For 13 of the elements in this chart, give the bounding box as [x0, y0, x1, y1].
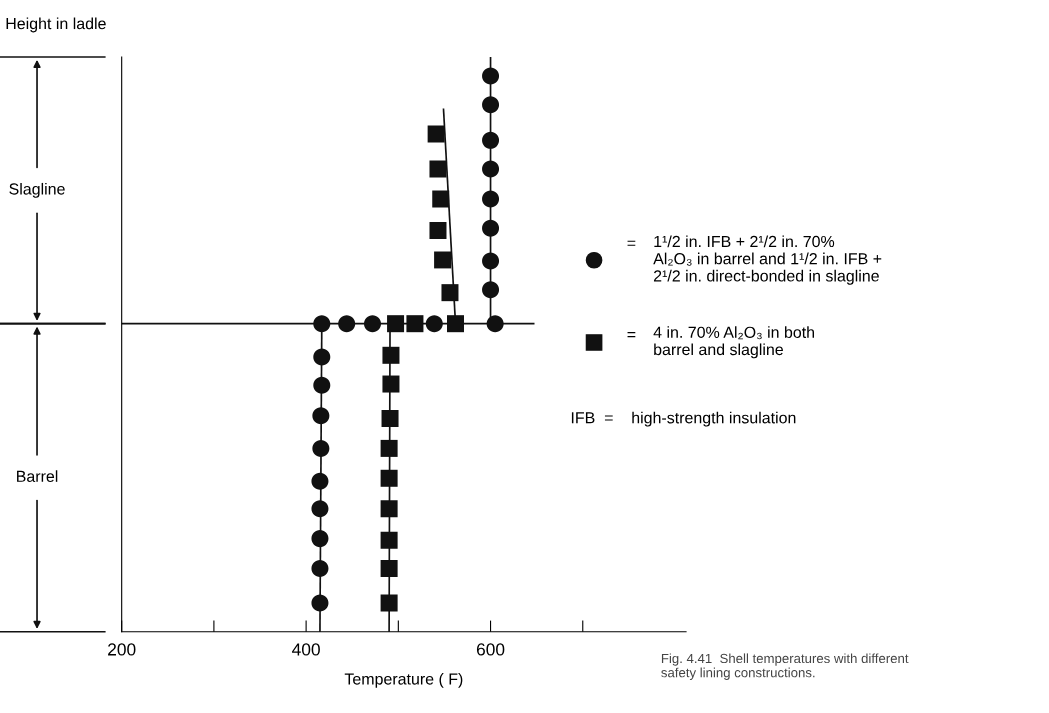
x-axis-title: Temperature ( F) — [344, 672, 463, 688]
text: 4 in. 70% Al₂O₃ in both barrel and slagline — [653, 326, 814, 359]
x-tick-label: 400 — [292, 643, 320, 656]
text: Slagline — [9, 182, 65, 198]
caption: Fig. 4.41 Shell temperatures with different safety lining constructions. — [661, 653, 909, 680]
x-tick-label: 600 — [476, 643, 505, 656]
text: 1¹/2 in. IFB + 2¹/2 in. 70% Al₂O₃ in barrel and 1¹/2 in. IFB + 2¹/2 in. direct-bonded in slagline — [653, 235, 882, 285]
annotation: = — [627, 332, 636, 338]
annotation: IFB = high-strength insulation — [571, 411, 796, 427]
y-axis-title: Height in ladle — [6, 17, 106, 33]
annotation: = — [627, 240, 636, 246]
x-tick-label: 200 — [108, 643, 136, 656]
text: Barrel — [17, 470, 58, 482]
